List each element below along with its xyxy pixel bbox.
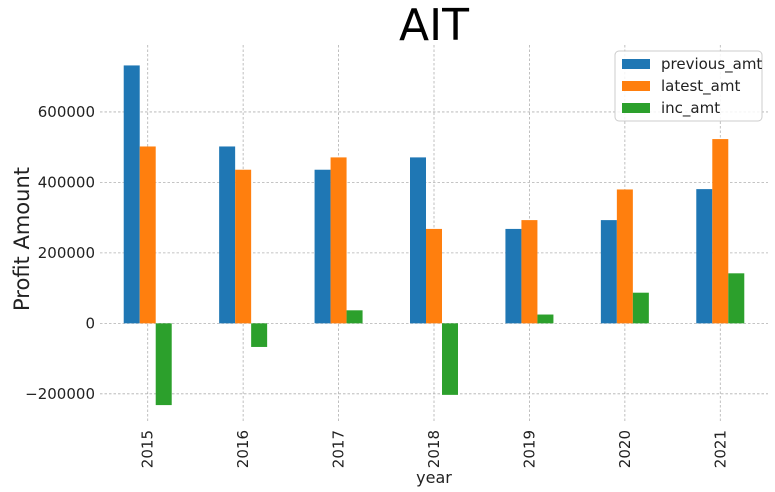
bar-latest_amt-2017 xyxy=(330,157,347,324)
legend-swatch-previous_amt xyxy=(622,59,650,69)
x-tick-label: 2020 xyxy=(616,430,634,468)
bar-previous_amt-2021 xyxy=(696,189,713,324)
bar-previous_amt-2019 xyxy=(505,228,522,324)
bar-inc_amt-2017 xyxy=(346,310,363,324)
bar-previous_amt-2015 xyxy=(123,65,140,324)
x-tick-label: 2021 xyxy=(711,430,729,468)
bar-inc_amt-2019 xyxy=(537,314,554,324)
legend-label-latest_amt: latest_amt xyxy=(661,77,740,96)
legend-swatch-inc_amt xyxy=(622,103,650,113)
x-tick-label: 2017 xyxy=(330,430,348,468)
bar-latest_amt-2018 xyxy=(426,228,442,324)
y-axis-label: Profit Amount xyxy=(10,167,34,311)
y-tick-label: −200000 xyxy=(25,385,95,403)
bar-latest_amt-2021 xyxy=(712,139,729,324)
bar-inc_amt-2018 xyxy=(442,323,458,395)
bar-inc_amt-2015 xyxy=(155,323,172,406)
x-tick-label: 2019 xyxy=(520,430,538,468)
x-tick-label: 2018 xyxy=(425,430,443,468)
bar-latest_amt-2015 xyxy=(139,146,156,324)
legend-label-inc_amt: inc_amt xyxy=(661,99,720,118)
y-tick-label: 200000 xyxy=(38,244,95,262)
x-tick-label: 2016 xyxy=(234,430,252,468)
chart-title: AIT xyxy=(399,0,469,51)
bar-inc_amt-2016 xyxy=(251,323,268,347)
y-tick-label: 400000 xyxy=(38,173,95,191)
bar-previous_amt-2017 xyxy=(314,169,331,324)
legend-box xyxy=(614,50,763,122)
bar-previous_amt-2016 xyxy=(219,146,236,324)
bars xyxy=(123,65,745,406)
bar-latest_amt-2020 xyxy=(616,189,633,324)
bar-inc_amt-2020 xyxy=(632,292,649,324)
bar-inc_amt-2021 xyxy=(728,273,745,324)
legend: previous_amt latest_amt inc_amt xyxy=(614,50,763,122)
bar-latest_amt-2019 xyxy=(521,220,538,324)
legend-swatch-latest_amt xyxy=(622,81,650,91)
bar-latest_amt-2016 xyxy=(235,169,252,324)
x-axis-label: year xyxy=(416,468,452,487)
x-tick-label: 2015 xyxy=(139,430,157,468)
x-tick-labels: 2015 2016 2017 2018 2019 2020 2021 xyxy=(139,430,730,468)
bar-previous_amt-2018 xyxy=(410,157,426,324)
y-tick-label: 0 xyxy=(85,314,95,332)
legend-label-previous_amt: previous_amt xyxy=(661,55,762,74)
y-tick-labels: −200000 0 200000 400000 600000 xyxy=(25,103,95,403)
y-tick-label: 600000 xyxy=(38,103,95,121)
bar-previous_amt-2020 xyxy=(600,220,617,324)
